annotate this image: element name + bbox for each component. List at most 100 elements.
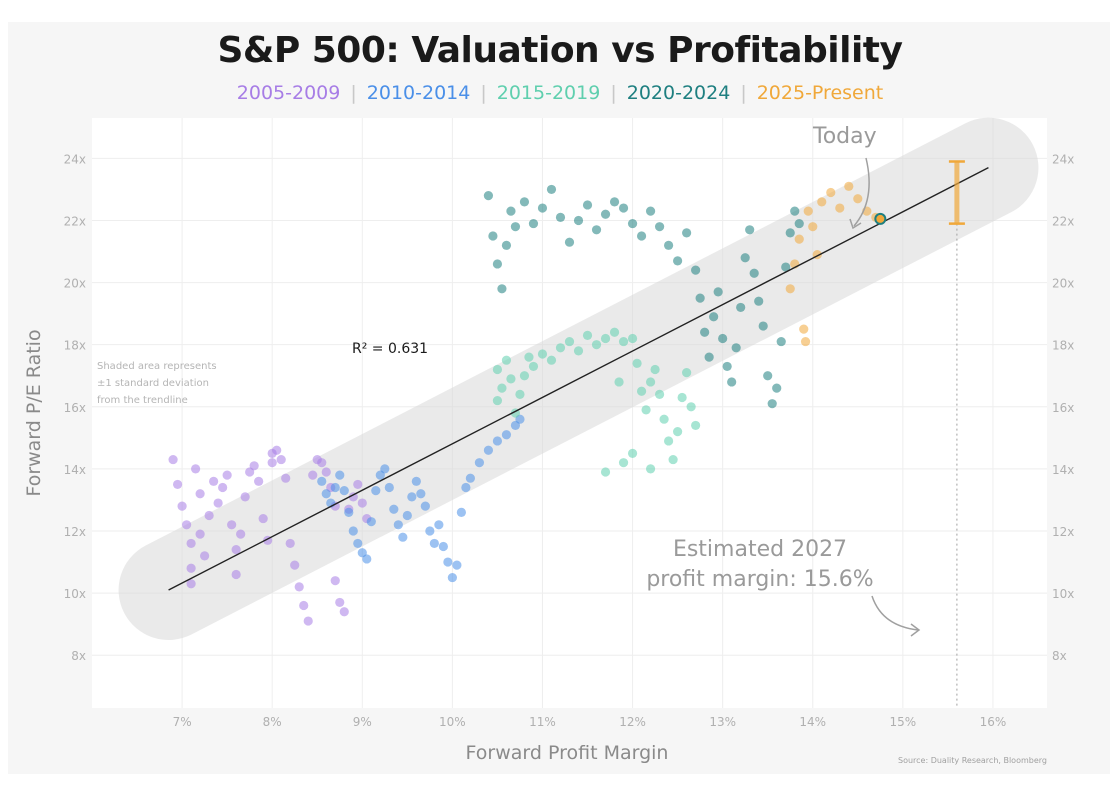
- data-point: [335, 597, 345, 608]
- data-point: [443, 557, 453, 567]
- data-point: [321, 467, 331, 477]
- data-point: [339, 486, 349, 496]
- estimate-label-line-2: profit margin: 15.6%: [646, 567, 873, 592]
- legend-separator: |: [610, 82, 617, 104]
- data-point: [740, 253, 750, 263]
- data-point: [191, 464, 201, 474]
- data-point: [627, 218, 638, 229]
- data-point: [200, 551, 210, 561]
- data-point: [344, 507, 354, 517]
- series-2015-2019: [492, 327, 701, 477]
- data-point: [258, 513, 268, 524]
- data-point: [195, 529, 205, 539]
- data-point: [231, 569, 241, 580]
- x-axis-label: Forward Profit Margin: [466, 742, 669, 764]
- data-point: [654, 389, 665, 399]
- data-point: [506, 374, 516, 384]
- data-point: [800, 336, 811, 347]
- data-point: [218, 482, 228, 493]
- estimate-label-line-1: Estimated 2027: [673, 537, 847, 562]
- data-point: [691, 420, 701, 431]
- data-point: [664, 436, 674, 446]
- data-point: [564, 237, 575, 247]
- data-point: [501, 430, 512, 440]
- y-axis-label: Forward P/E Ratio: [23, 329, 45, 496]
- data-point: [285, 538, 295, 549]
- data-point: [317, 476, 327, 486]
- data-point: [528, 218, 539, 229]
- data-point: [754, 296, 764, 306]
- data-point: [600, 467, 611, 477]
- data-point: [371, 486, 381, 496]
- data-point: [546, 355, 557, 365]
- y-tick-label-left: 18x: [64, 339, 86, 353]
- legend-separator: |: [480, 82, 487, 104]
- legend-item-2025-present: 2025-Present: [756, 82, 884, 104]
- data-point: [614, 377, 624, 387]
- data-point: [636, 231, 647, 241]
- legend-item-2010-2014: 2010-2014: [366, 82, 471, 104]
- data-point: [272, 445, 282, 455]
- chart-title: S&P 500: Valuation vs Profitability: [217, 30, 903, 71]
- data-point: [650, 364, 660, 375]
- data-point: [195, 489, 205, 499]
- data-point: [492, 436, 503, 446]
- data-point: [227, 520, 237, 530]
- data-point: [645, 377, 656, 387]
- data-point: [447, 572, 457, 583]
- data-point: [853, 194, 863, 204]
- data-point: [659, 414, 669, 424]
- data-point: [772, 383, 782, 393]
- data-point: [600, 333, 611, 344]
- y-tick-label-right: 12x: [1052, 525, 1074, 539]
- data-point: [276, 454, 286, 465]
- y-tick-label-right: 20x: [1052, 277, 1074, 291]
- data-point: [664, 240, 674, 250]
- today-label: Today: [812, 124, 877, 149]
- data-point: [267, 458, 277, 468]
- data-point: [177, 501, 187, 511]
- data-point: [222, 470, 232, 480]
- data-point: [380, 464, 390, 474]
- y-tick-label-left: 16x: [64, 401, 86, 415]
- data-point: [317, 458, 327, 468]
- data-point: [794, 234, 804, 244]
- legend-item-2020-2024: 2020-2024: [626, 82, 731, 104]
- trendline-group: [168, 160, 989, 708]
- data-point: [686, 402, 696, 412]
- y-tick-label-right: 16x: [1052, 401, 1074, 415]
- data-point: [389, 504, 399, 514]
- data-point: [645, 206, 656, 216]
- data-point: [465, 473, 475, 483]
- data-point: [186, 579, 196, 589]
- data-point: [254, 476, 264, 486]
- data-point: [767, 399, 777, 409]
- data-point: [501, 240, 512, 250]
- data-point: [420, 501, 430, 511]
- data-point: [682, 368, 692, 378]
- data-point: [763, 371, 773, 381]
- data-point: [299, 600, 309, 611]
- data-point: [709, 312, 719, 322]
- data-point: [736, 302, 746, 313]
- y-tick-label-left: 24x: [64, 152, 86, 166]
- estimate-arrow-head: [910, 623, 921, 637]
- grid: [92, 118, 1047, 708]
- data-point: [186, 563, 196, 573]
- y-tick-label-left: 22x: [64, 214, 86, 228]
- data-point: [357, 498, 367, 508]
- data-point: [249, 461, 259, 471]
- data-point: [209, 476, 219, 486]
- data-point: [438, 541, 448, 552]
- data-point: [609, 197, 620, 207]
- data-point: [510, 222, 521, 232]
- data-point: [506, 206, 516, 216]
- data-point: [722, 361, 732, 372]
- data-point: [524, 352, 534, 362]
- y-tick-label-right: 22x: [1052, 214, 1074, 228]
- data-point: [330, 576, 340, 586]
- legend: 2005-2009 | 2010-2014 | 2015-2019 | 2020-2024 |…: [0, 82, 1120, 104]
- data-point: [492, 364, 503, 375]
- data-point: [240, 492, 250, 502]
- data-point: [492, 259, 503, 269]
